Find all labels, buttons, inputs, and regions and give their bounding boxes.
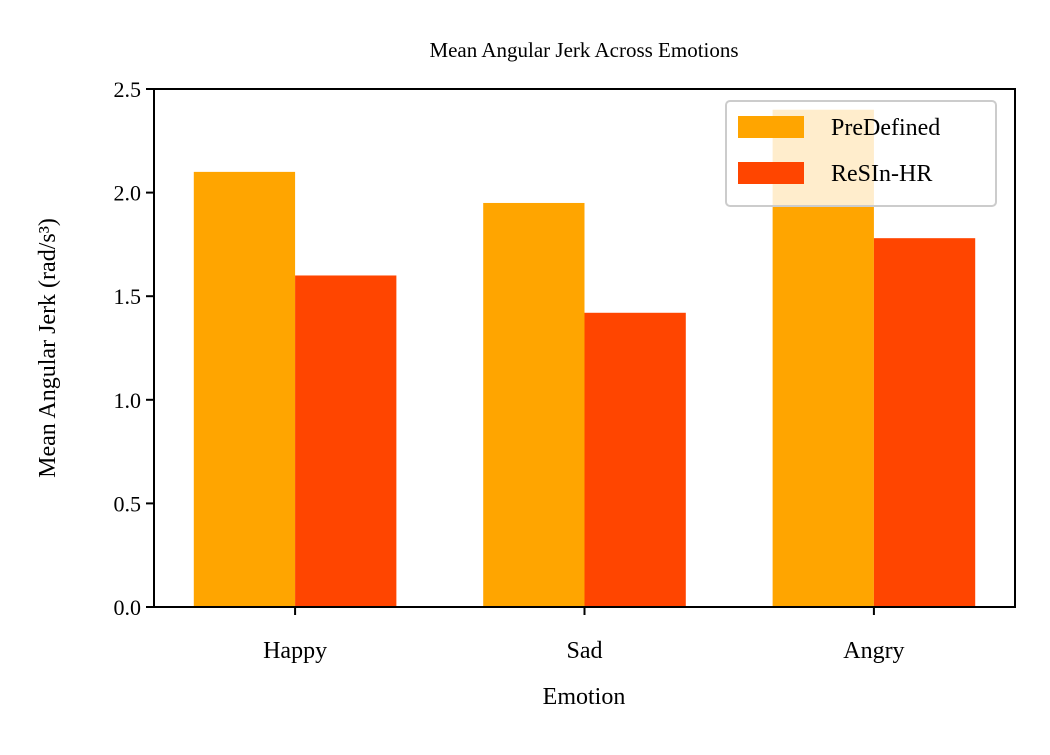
bar-resin-hr-happy bbox=[295, 275, 397, 607]
legend-label: ReSIn-HR bbox=[831, 161, 932, 187]
legend-swatch-predefined bbox=[738, 116, 804, 138]
y-tick-label: 2.5 bbox=[114, 77, 142, 102]
bar-predefined-sad bbox=[483, 202, 585, 607]
bar-resin-hr-angry bbox=[873, 238, 976, 607]
y-tick-label: 1.5 bbox=[114, 284, 142, 309]
legend-swatch-resin-hr bbox=[738, 162, 804, 184]
y-tick-label: 0.5 bbox=[114, 491, 142, 516]
y-axis-label: Mean Angular Jerk (rad/s³) bbox=[35, 218, 61, 478]
x-tick-label: Angry bbox=[843, 638, 904, 664]
chart-title: Mean Angular Jerk Across Emotions bbox=[429, 38, 738, 62]
x-tick-label: Happy bbox=[263, 638, 327, 664]
x-axis-label: Emotion bbox=[543, 684, 626, 710]
y-tick-label: 2.0 bbox=[114, 181, 142, 206]
legend: PreDefined ReSIn-HR bbox=[725, 100, 997, 207]
bar-predefined-happy bbox=[193, 171, 296, 607]
y-tick-label: 0.0 bbox=[114, 595, 142, 620]
bar-resin-hr-sad bbox=[584, 312, 686, 607]
legend-label: PreDefined bbox=[831, 115, 940, 141]
x-tick-label: Sad bbox=[567, 638, 603, 664]
y-tick-label: 1.0 bbox=[114, 388, 142, 413]
